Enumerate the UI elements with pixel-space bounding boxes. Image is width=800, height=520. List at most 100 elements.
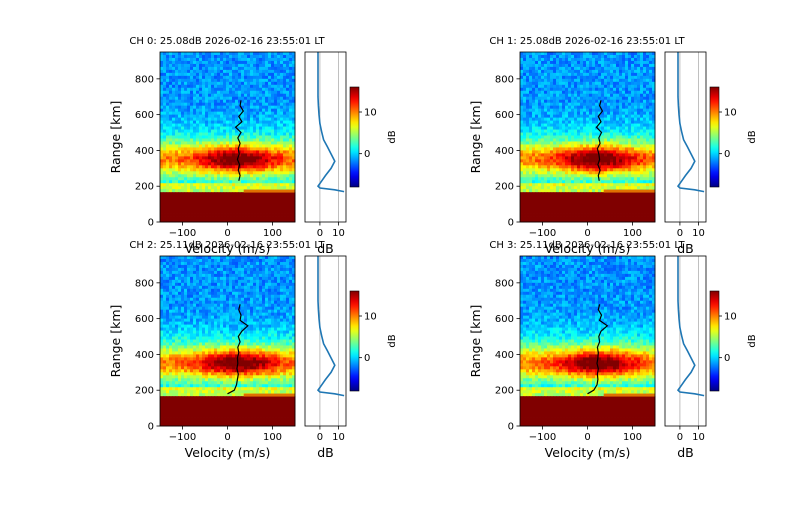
heatmap-cell	[589, 87, 593, 92]
heatmap-cell	[571, 195, 575, 199]
heatmap-cell	[238, 81, 242, 86]
heatmap-cell	[160, 195, 164, 199]
heatmap-cell	[199, 156, 203, 160]
heatmap-cell	[532, 162, 536, 166]
heatmap-cell	[538, 105, 542, 110]
heatmap-cell	[253, 84, 257, 89]
heatmap-cell	[616, 60, 620, 65]
heatmap-cell	[253, 108, 257, 113]
heatmap-cell	[643, 156, 647, 160]
heatmap-cell	[640, 52, 644, 56]
heatmap-cell	[607, 192, 611, 196]
heatmap-cell	[538, 180, 542, 184]
heatmap-cell	[232, 159, 236, 163]
heatmap-cell	[250, 84, 254, 89]
heatmap-cell	[250, 60, 254, 65]
heatmap-cell	[601, 99, 605, 104]
heatmap-cell	[271, 177, 275, 181]
heatmap-cell	[232, 66, 236, 71]
heatmap-cell	[616, 162, 620, 166]
heatmap-cell	[538, 114, 542, 119]
heatmap-cell	[649, 66, 653, 71]
heatmap-cell	[616, 84, 620, 89]
heatmap-cell	[544, 123, 548, 127]
heatmap-cell	[250, 54, 254, 59]
heatmap-cell	[208, 96, 212, 101]
heatmap-cell	[220, 156, 224, 160]
heatmap-cell	[253, 52, 257, 56]
heatmap-cell	[193, 63, 197, 68]
heatmap-cell	[520, 198, 524, 202]
heatmap-cell	[601, 66, 605, 71]
heatmap-cell	[235, 99, 239, 104]
heatmap-cell	[622, 165, 626, 169]
heatmap-cell	[193, 96, 197, 101]
heatmap-cell	[259, 156, 263, 160]
heatmap-cell	[544, 117, 548, 121]
heatmap-cell	[193, 150, 197, 154]
heatmap-cell	[181, 186, 185, 190]
heatmap-cell	[529, 102, 533, 107]
y-tick-label: 800	[135, 74, 154, 85]
heatmap-cell	[619, 168, 623, 172]
heatmap-cell	[565, 129, 569, 133]
heatmap-cell	[544, 126, 548, 130]
heatmap-cell	[571, 201, 575, 205]
heatmap-cell	[238, 165, 242, 169]
heatmap-cell	[250, 81, 254, 86]
heatmap-cell	[217, 183, 221, 187]
heatmap-cell	[523, 66, 527, 71]
heatmap-cell	[196, 207, 200, 211]
heatmap-cell	[229, 129, 233, 133]
heatmap-cell	[622, 138, 626, 142]
heatmap-cell	[169, 204, 173, 208]
heatmap-cell	[169, 159, 173, 163]
heatmap-cell	[637, 123, 641, 127]
heatmap-cell	[244, 171, 248, 175]
heatmap-cell	[178, 159, 182, 163]
heatmap-cell	[178, 93, 182, 98]
heatmap-cell	[637, 186, 641, 190]
heatmap-cell	[637, 201, 641, 205]
heatmap-cell	[229, 171, 233, 175]
heatmap-cell	[631, 96, 635, 101]
heatmap-cell	[544, 102, 548, 107]
heatmap-cell	[634, 96, 638, 101]
heatmap-cell	[172, 54, 176, 59]
heatmap-cell	[292, 159, 296, 163]
heatmap-cell	[652, 123, 656, 127]
heatmap-cell	[172, 192, 176, 196]
heatmap-cell	[241, 150, 245, 154]
heatmap-cell	[535, 171, 539, 175]
heatmap-cell	[229, 198, 233, 202]
heatmap-cell	[202, 102, 206, 107]
heatmap-cell	[649, 156, 653, 160]
heatmap-cell	[586, 180, 590, 184]
heatmap-cell	[547, 114, 551, 119]
heatmap-cell	[526, 96, 530, 101]
heatmap-cell	[592, 114, 596, 119]
heatmap-cell	[205, 147, 209, 151]
heatmap-cell	[178, 180, 182, 184]
heatmap-cell	[217, 213, 221, 217]
heatmap-cell	[589, 171, 593, 175]
heatmap-cell	[181, 78, 185, 83]
heatmap-cell	[586, 141, 590, 145]
heatmap-cell	[223, 213, 227, 217]
heatmap-cell	[643, 171, 647, 175]
heatmap-cell	[166, 60, 170, 65]
heatmap-cell	[193, 210, 197, 214]
heatmap-cell	[196, 180, 200, 184]
heatmap-cell	[613, 186, 617, 190]
heatmap-cell	[628, 144, 632, 148]
heatmap-cell	[595, 57, 599, 62]
heatmap-cell	[610, 87, 614, 92]
heatmap-cell	[580, 78, 584, 83]
heatmap-cell	[253, 60, 257, 65]
heatmap-cell	[271, 129, 275, 133]
heatmap-cell	[607, 144, 611, 148]
heatmap-cell	[160, 204, 164, 208]
heatmap-cell	[193, 168, 197, 172]
heatmap-cell	[592, 105, 596, 110]
heatmap-cell	[262, 144, 266, 148]
